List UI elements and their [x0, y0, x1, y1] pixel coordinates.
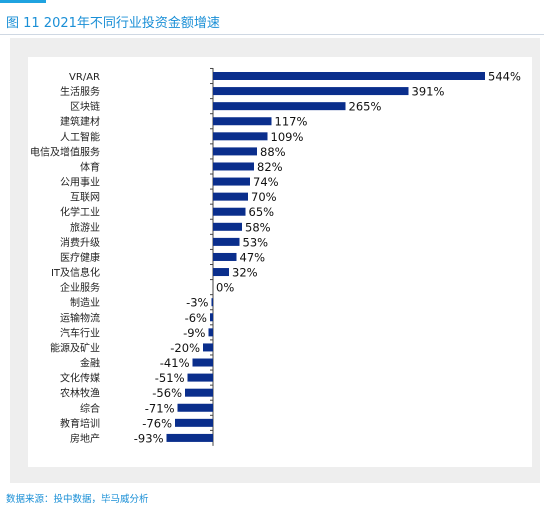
bar [213, 132, 268, 141]
bar [213, 177, 250, 186]
bar [213, 192, 248, 201]
bar-chart: VR/AR 544% 生活服务 391% 区块链 265% 建筑建材 117% 人工智能 109%… [30, 67, 521, 446]
bar [177, 403, 213, 412]
category-label: 旅游业 [70, 221, 100, 234]
bar [166, 433, 213, 442]
category-label: 互联网 [70, 192, 100, 204]
value-label: 70% [251, 190, 277, 204]
bar [175, 418, 213, 427]
category-label: 消费升级 [60, 236, 100, 249]
bar [213, 87, 409, 96]
chart-panel: VR/AR 544% 生活服务 391% 区块链 265% 建筑建材 117% 人工智能 109%… [28, 57, 532, 467]
value-label: 58% [245, 220, 271, 234]
bar [187, 373, 213, 382]
category-label: 生活服务 [60, 85, 100, 98]
value-label: 265% [349, 100, 382, 114]
value-label: 109% [271, 130, 304, 144]
category-label: IT及信息化 [51, 266, 100, 279]
header-accent-bar [0, 0, 46, 3]
bar [213, 237, 240, 246]
category-label: 汽车行业 [60, 326, 100, 339]
category-label: 金融 [80, 357, 100, 370]
bar [213, 147, 257, 156]
value-label: 117% [275, 115, 308, 129]
bar [213, 222, 242, 231]
category-label: 房地产 [70, 432, 100, 445]
category-label: 运输物流 [60, 311, 100, 324]
value-label: -3% [186, 296, 208, 310]
bar [213, 162, 254, 171]
value-label: -71% [145, 401, 175, 415]
category-label: 教育培训 [60, 417, 100, 430]
category-label: 综合 [80, 402, 100, 415]
category-label: 电信及增值服务 [30, 145, 100, 158]
category-label: 企业服务 [60, 281, 100, 294]
data-source-note: 数据来源：投中数据，毕马威分析 [6, 494, 149, 505]
value-label: 88% [260, 145, 286, 159]
category-label: 公用事业 [60, 176, 100, 189]
value-label: 0% [216, 281, 234, 295]
value-label: 82% [257, 160, 283, 174]
bar [185, 388, 213, 397]
category-label: 建筑建材 [60, 115, 100, 128]
bar [213, 207, 246, 216]
value-label: 53% [243, 235, 269, 249]
bar [203, 343, 213, 352]
category-label: 体育 [80, 160, 100, 173]
bar [213, 117, 272, 126]
value-label: 74% [253, 175, 279, 189]
category-label: 农林牧渔 [60, 387, 100, 400]
value-label: 47% [240, 250, 266, 264]
category-label: 能源及矿业 [50, 341, 100, 354]
value-label: 65% [249, 205, 275, 219]
category-label: 制造业 [70, 296, 100, 309]
value-label: 391% [412, 85, 445, 99]
bar [208, 328, 213, 337]
category-label: 医疗健康 [60, 251, 100, 264]
value-label: 32% [232, 266, 258, 280]
bar [213, 72, 485, 80]
value-label: -20% [170, 341, 200, 355]
value-label: 544% [488, 70, 521, 84]
header-divider [0, 34, 544, 35]
figure-title: 图 11 2021年不同行业投资金额增速 [6, 16, 220, 31]
category-label: VR/AR [69, 72, 100, 83]
bar [213, 102, 346, 111]
bar [210, 313, 213, 322]
value-label: -41% [160, 356, 190, 370]
bar [211, 298, 213, 307]
category-label: 文化传媒 [60, 372, 100, 385]
bar [192, 358, 213, 367]
value-label: -6% [185, 311, 207, 325]
value-label: -9% [183, 326, 205, 340]
value-label: -76% [142, 416, 172, 430]
value-label: -93% [134, 431, 164, 445]
value-label: -51% [155, 371, 185, 385]
value-label: -56% [152, 386, 182, 400]
bar [213, 268, 229, 277]
category-label: 区块链 [70, 100, 100, 113]
category-label: 人工智能 [60, 130, 100, 143]
category-label: 化学工业 [60, 206, 100, 219]
bar [213, 252, 237, 261]
